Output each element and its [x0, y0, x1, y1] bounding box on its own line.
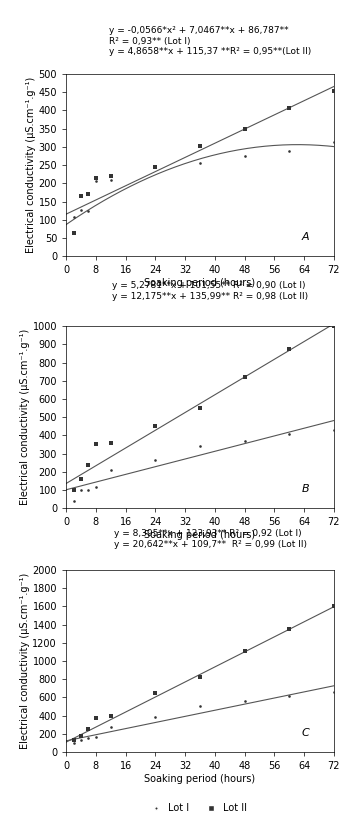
Y-axis label: Electrical conductivity (µS.cm⁻¹.g⁻¹): Electrical conductivity (µS.cm⁻¹.g⁻¹): [20, 573, 30, 749]
Point: [86, 459, 91, 472]
Text: y = 5,2781**x + 101,55** R² = 0,90 (Lot I)
y = 12,175**x + 135,99** R² = 0,98 (L: y = 5,2781**x + 101,55** R² = 0,90 (Lot …: [112, 281, 308, 301]
Point: [78, 734, 84, 747]
Text: y = 8,395**x + 123,93** R² = 0,92 (Lot I)
y = 20,642**x + 109,7**  R² = 0,99 (Lo: y = 8,395**x + 123,93** R² = 0,92 (Lot I…: [114, 529, 307, 549]
Point: [108, 464, 114, 477]
Point: [93, 730, 99, 743]
Y-axis label: Electrical conductivity (µS.cm⁻¹.g⁻¹): Electrical conductivity (µS.cm⁻¹.g⁻¹): [20, 329, 30, 506]
Point: [242, 644, 247, 658]
Point: [93, 481, 99, 494]
Point: [108, 436, 114, 450]
Point: [108, 709, 114, 723]
Point: [108, 173, 114, 187]
Point: [71, 737, 76, 750]
X-axis label: Soaking period (hours): Soaking period (hours): [144, 774, 256, 784]
Point: [286, 622, 292, 635]
Point: [286, 144, 292, 157]
Point: [78, 190, 84, 203]
Point: [286, 427, 292, 440]
Y-axis label: Electrical conductivity (µS.cm⁻¹.g⁻¹): Electrical conductivity (µS.cm⁻¹.g⁻¹): [26, 77, 36, 253]
Point: [153, 160, 158, 173]
X-axis label: Soaking period (hours): Soaking period (hours): [144, 278, 256, 288]
Text: C: C: [302, 727, 310, 737]
Point: [197, 699, 203, 712]
Point: [86, 732, 91, 745]
Point: [153, 160, 158, 173]
Point: [86, 204, 91, 217]
Point: [71, 210, 76, 224]
Point: [86, 187, 91, 201]
X-axis label: Soaking period (hours): Soaking period (hours): [144, 530, 256, 540]
Point: [331, 320, 337, 333]
Point: [286, 101, 292, 114]
Point: [242, 122, 247, 135]
Point: [93, 171, 99, 184]
Point: [242, 371, 247, 384]
Point: [78, 730, 84, 743]
Point: [331, 136, 337, 149]
Point: [197, 401, 203, 414]
Point: [331, 600, 337, 613]
Point: [242, 695, 247, 708]
Point: [86, 723, 91, 736]
Point: [78, 483, 84, 496]
Point: [71, 494, 76, 507]
Point: [242, 149, 247, 162]
Point: [93, 438, 99, 451]
Point: [153, 686, 158, 700]
Point: [197, 157, 203, 170]
Point: [78, 203, 84, 216]
Point: [108, 169, 114, 182]
Point: [331, 423, 337, 436]
Point: [331, 686, 337, 699]
Point: [153, 420, 158, 433]
Text: y = -0,0566*x² + 7,0467**x + 86,787**
R² = 0,93** (Lot I)
y = 4,8658**x + 115,37: y = -0,0566*x² + 7,0467**x + 86,787** R²…: [109, 26, 311, 56]
Text: B: B: [302, 483, 310, 494]
Point: [78, 473, 84, 486]
Point: [71, 226, 76, 239]
Point: [108, 721, 114, 734]
Point: [153, 454, 158, 467]
Point: [286, 689, 292, 702]
Point: [197, 140, 203, 153]
Point: [93, 175, 99, 188]
Point: [71, 733, 76, 746]
Legend: Lot I, Lot II: Lot I, Lot II: [142, 799, 251, 817]
Text: A: A: [302, 232, 310, 242]
Point: [197, 440, 203, 453]
Point: [153, 710, 158, 723]
Point: [286, 342, 292, 355]
Point: [197, 671, 203, 684]
Point: [86, 483, 91, 496]
Point: [93, 712, 99, 725]
Point: [242, 434, 247, 447]
Point: [331, 85, 337, 98]
Point: [71, 483, 76, 496]
